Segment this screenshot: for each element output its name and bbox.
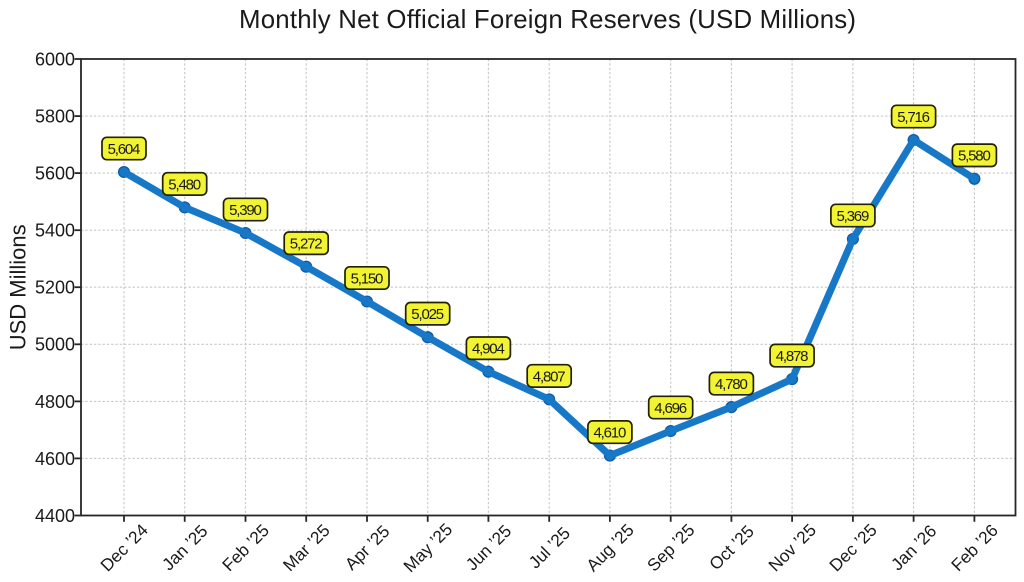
svg-text:5,604: 5,604: [108, 141, 141, 158]
svg-text:4,807: 4,807: [533, 368, 566, 385]
svg-text:5800: 5800: [35, 107, 75, 127]
svg-text:USD Millions: USD Millions: [6, 224, 31, 350]
svg-text:4,904: 4,904: [472, 341, 505, 358]
svg-text:5400: 5400: [35, 221, 75, 241]
svg-text:5,150: 5,150: [351, 270, 384, 287]
svg-text:5600: 5600: [35, 164, 75, 184]
svg-text:5,025: 5,025: [411, 306, 444, 323]
svg-text:4,696: 4,696: [654, 400, 687, 417]
svg-text:4400: 4400: [35, 506, 75, 526]
svg-text:4,878: 4,878: [776, 348, 809, 365]
svg-text:4600: 4600: [35, 449, 75, 469]
svg-text:5,272: 5,272: [290, 236, 323, 253]
svg-text:5,480: 5,480: [168, 176, 201, 193]
svg-text:4,780: 4,780: [715, 376, 748, 393]
svg-text:Monthly Net Official Foreign R: Monthly Net Official Foreign Reserves (U…: [239, 6, 856, 34]
svg-text:5,369: 5,369: [837, 208, 870, 225]
svg-text:5,716: 5,716: [897, 109, 930, 126]
svg-text:4800: 4800: [35, 392, 75, 412]
svg-text:6000: 6000: [35, 49, 75, 69]
svg-text:5,390: 5,390: [229, 202, 262, 219]
svg-text:5,580: 5,580: [958, 148, 991, 165]
svg-text:5000: 5000: [35, 335, 75, 355]
svg-text:4,610: 4,610: [594, 425, 627, 442]
svg-text:5200: 5200: [35, 278, 75, 298]
